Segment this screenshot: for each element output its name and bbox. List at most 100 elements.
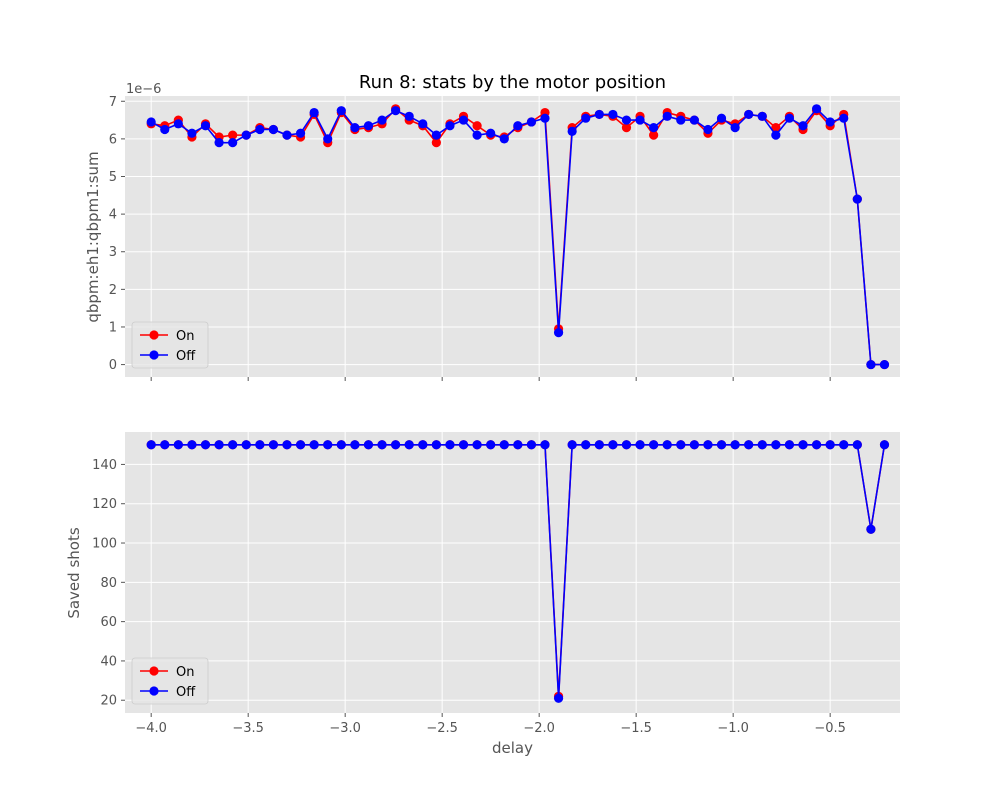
data-point-off <box>173 440 183 450</box>
x-tick-label: −4.0 <box>135 721 167 736</box>
data-point-off <box>662 440 672 450</box>
data-point-on <box>431 138 441 148</box>
data-point-off <box>241 440 251 450</box>
data-point-off <box>608 440 618 450</box>
data-point-off <box>581 440 591 450</box>
data-point-off <box>621 440 632 450</box>
data-point-off <box>458 440 469 450</box>
data-point-off <box>323 440 333 450</box>
data-point-off <box>268 440 279 450</box>
data-point-off <box>200 440 211 450</box>
legend-marker-on <box>149 666 159 676</box>
data-point-off <box>146 117 156 127</box>
data-point-off <box>798 440 808 450</box>
data-point-off <box>363 121 374 131</box>
chart-title: Run 8: stats by the motor position <box>359 72 666 93</box>
x-tick-label: −1.0 <box>717 721 749 736</box>
data-point-off <box>553 693 564 703</box>
legend-marker-off <box>149 350 159 360</box>
data-point-off <box>472 440 482 450</box>
data-point-off <box>336 106 346 116</box>
data-point-off <box>228 440 238 450</box>
data-point-off <box>866 524 876 534</box>
y-tick-label: 4 <box>109 208 117 223</box>
y-tick-label: 60 <box>100 615 117 630</box>
data-point-off <box>567 126 577 136</box>
data-point-off <box>499 134 509 144</box>
data-point-off <box>581 113 591 123</box>
bottom-plot: −4.0 −3.5 −3.0 −2.5 −2.0 −1.5 −1.0 −0.5 20 40 60 80… <box>92 432 900 736</box>
data-point-off <box>295 128 306 138</box>
data-point-off <box>282 130 292 140</box>
data-point-off <box>377 115 387 125</box>
data-point-off <box>540 440 550 450</box>
y-offset-text: 1e−6 <box>126 82 161 97</box>
data-point-off <box>391 440 401 450</box>
data-point-off <box>486 440 496 450</box>
data-point-off <box>784 113 795 123</box>
data-point-off <box>811 440 822 450</box>
data-point-off <box>146 440 156 450</box>
data-point-off <box>255 440 265 450</box>
data-point-off <box>214 440 224 450</box>
data-point-off <box>350 440 360 450</box>
legend-marker-on <box>149 330 159 340</box>
data-point-off <box>771 440 781 450</box>
data-point-off <box>553 328 564 338</box>
data-point-off <box>282 440 292 450</box>
data-point-off <box>839 440 849 450</box>
data-point-off <box>241 130 251 140</box>
plot-background <box>125 432 900 713</box>
data-point-off <box>513 440 523 450</box>
y-tick-label: 3 <box>109 245 117 260</box>
data-point-off <box>730 440 740 450</box>
data-point-off <box>811 104 822 114</box>
data-point-off <box>689 115 699 125</box>
data-point-off <box>594 109 604 120</box>
data-point-off <box>635 115 645 125</box>
data-point-off <box>350 122 360 133</box>
data-point-off <box>676 440 686 450</box>
data-point-off <box>499 440 509 450</box>
y-axis-label-top: qbpm:eh1:qbpm1:sum <box>84 151 102 322</box>
x-axis-label: delay <box>492 739 533 757</box>
data-point-off <box>513 121 523 131</box>
x-tick-label: −2.5 <box>426 721 458 736</box>
data-point-off <box>716 440 727 450</box>
x-tick-label: −1.5 <box>620 721 652 736</box>
data-point-off <box>418 119 428 129</box>
legend: On Off <box>131 657 209 705</box>
data-point-off <box>255 124 265 135</box>
data-point-off <box>703 440 713 450</box>
data-point-off <box>214 138 224 148</box>
y-tick-label: 2 <box>109 283 117 298</box>
legend-label-off: Off <box>176 685 196 700</box>
legend-label-off: Off <box>176 349 196 364</box>
data-point-on <box>472 121 482 131</box>
data-point-off <box>825 117 835 127</box>
data-point-off <box>309 107 319 118</box>
y-tick-label: 1 <box>109 320 117 335</box>
x-tick-label: −0.5 <box>814 721 846 736</box>
data-point-off <box>526 440 537 450</box>
legend-box <box>131 657 209 705</box>
data-point-off <box>336 440 346 450</box>
data-point-off <box>879 359 890 370</box>
y-tick-label: 7 <box>109 95 117 110</box>
y-tick-label: 0 <box>109 358 117 373</box>
data-point-off <box>431 440 441 450</box>
y-axis-label-bottom: Saved shots <box>65 527 83 618</box>
data-point-off <box>635 440 645 450</box>
data-point-off <box>866 359 876 370</box>
x-tick-label: −3.0 <box>329 721 361 736</box>
legend: On Off <box>131 321 209 369</box>
legend-label-on: On <box>176 329 194 344</box>
data-point-off <box>662 111 672 121</box>
data-point-off <box>879 440 890 450</box>
data-point-off <box>526 117 537 127</box>
data-point-off <box>418 440 428 450</box>
data-point-off <box>757 440 767 450</box>
x-tick-label: −3.5 <box>232 721 264 736</box>
y-tick-label: 6 <box>109 132 117 147</box>
legend-marker-off <box>149 686 159 696</box>
